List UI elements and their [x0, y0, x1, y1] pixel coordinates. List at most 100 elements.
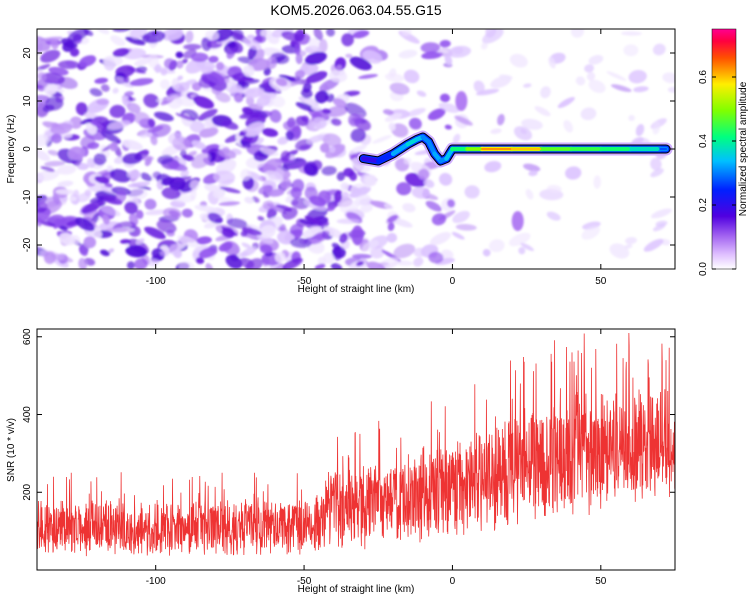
- isolated-patch: [455, 91, 468, 111]
- noise-blob: [464, 185, 480, 199]
- noise-blob: [100, 206, 121, 217]
- noise-blob: [160, 68, 168, 76]
- noise-blob: [51, 133, 62, 144]
- noise-blob: [499, 74, 513, 80]
- noise-blob: [388, 68, 397, 78]
- noise-blob: [189, 120, 205, 133]
- noise-blob: [164, 58, 175, 69]
- noise-blob: [322, 108, 332, 114]
- noise-blob: [37, 134, 49, 147]
- noise-blob: [185, 79, 197, 85]
- noise-blob: [244, 196, 254, 204]
- noise-blob: [240, 140, 251, 148]
- noise-blob: [182, 154, 195, 162]
- noise-blob: [159, 79, 170, 90]
- noise-blob: [509, 53, 528, 68]
- noise-blob: [105, 227, 129, 233]
- noise-blob: [609, 243, 630, 259]
- noise-blob: [215, 61, 225, 71]
- noise-blob: [174, 82, 190, 93]
- noise-blob: [233, 94, 243, 100]
- noise-blob: [427, 108, 446, 121]
- noise-blob: [326, 29, 335, 37]
- noise-blob: [176, 60, 184, 69]
- x-tick-label: 0: [450, 576, 456, 587]
- noise-blob: [268, 189, 285, 197]
- noise-blob: [239, 111, 261, 119]
- noise-blob: [402, 203, 416, 213]
- noise-blob: [244, 87, 265, 99]
- noise-blob: [398, 49, 418, 59]
- noise-blob: [396, 182, 412, 196]
- noise-blob: [153, 111, 174, 122]
- noise-blob: [295, 115, 309, 127]
- noise-blob: [416, 90, 427, 97]
- noise-blob: [387, 222, 395, 231]
- noise-blob: [39, 36, 63, 42]
- noise-blob: [37, 94, 50, 106]
- noise-blob: [127, 181, 151, 188]
- noise-blob: [325, 143, 346, 159]
- noise-blob: [100, 84, 110, 92]
- noise-blob: [144, 198, 157, 210]
- noise-blob: [454, 115, 473, 126]
- noise-blob: [581, 225, 601, 240]
- noise-blob: [348, 113, 362, 127]
- noise-blob: [534, 106, 551, 117]
- noise-blob: [86, 157, 96, 169]
- noise-blob: [354, 194, 371, 206]
- noise-blob: [313, 29, 323, 41]
- x-tick-label: 0: [450, 276, 456, 287]
- noise-blob: [123, 74, 130, 84]
- noise-blob: [339, 233, 348, 244]
- noise-blob: [102, 55, 123, 67]
- noise-blob: [62, 41, 75, 52]
- noise-blob: [174, 194, 196, 203]
- noise-blob: [621, 31, 642, 36]
- noise-blob: [305, 71, 328, 84]
- noise-blob: [439, 39, 451, 48]
- noise-blob: [570, 29, 585, 38]
- noise-blob: [425, 200, 442, 212]
- noise-blob: [547, 184, 562, 193]
- noise-blob: [242, 127, 261, 136]
- y-tick-label: 20: [22, 47, 33, 59]
- x-tick-label: -50: [297, 576, 312, 587]
- y-tick-label: 400: [22, 406, 33, 423]
- noise-blob: [447, 199, 455, 208]
- noise-blob: [138, 155, 154, 161]
- noise-blob: [259, 244, 273, 254]
- noise-blob: [285, 130, 294, 141]
- ridge-segment: [361, 156, 381, 164]
- colorbar-tick-label: 0.4: [698, 134, 709, 148]
- noise-blob: [143, 93, 160, 108]
- noise-blob: [349, 186, 371, 198]
- noise-blob: [68, 146, 85, 161]
- noise-blob: [651, 208, 672, 219]
- noise-blob: [421, 51, 443, 60]
- noise-blob: [245, 96, 255, 106]
- noise-blob: [185, 30, 194, 44]
- noise-blob: [221, 226, 238, 236]
- noise-blob: [133, 111, 151, 125]
- noise-blob: [37, 42, 44, 56]
- noise-blob: [336, 171, 346, 181]
- noise-blob: [290, 238, 312, 248]
- noise-blob: [366, 261, 386, 269]
- noise-blob: [78, 245, 88, 257]
- noise-blob: [94, 77, 109, 84]
- noise-blob: [548, 56, 556, 69]
- noise-blob: [295, 102, 315, 112]
- colorbar-tick-label: 0.2: [698, 198, 709, 212]
- noise-blob: [81, 200, 104, 214]
- noise-blob: [350, 128, 366, 143]
- noise-blob: [379, 257, 399, 268]
- noise-blob: [200, 66, 214, 74]
- heatmap-y-label: Frequency (Hz): [6, 115, 17, 184]
- noise-blob: [345, 53, 353, 59]
- chart-title: KOM5.2026.063.04.55.G15: [270, 2, 441, 18]
- noise-blob: [147, 125, 164, 133]
- x-tick-label: -100: [146, 576, 166, 587]
- noise-blob: [565, 166, 582, 180]
- noise-blob: [358, 74, 378, 79]
